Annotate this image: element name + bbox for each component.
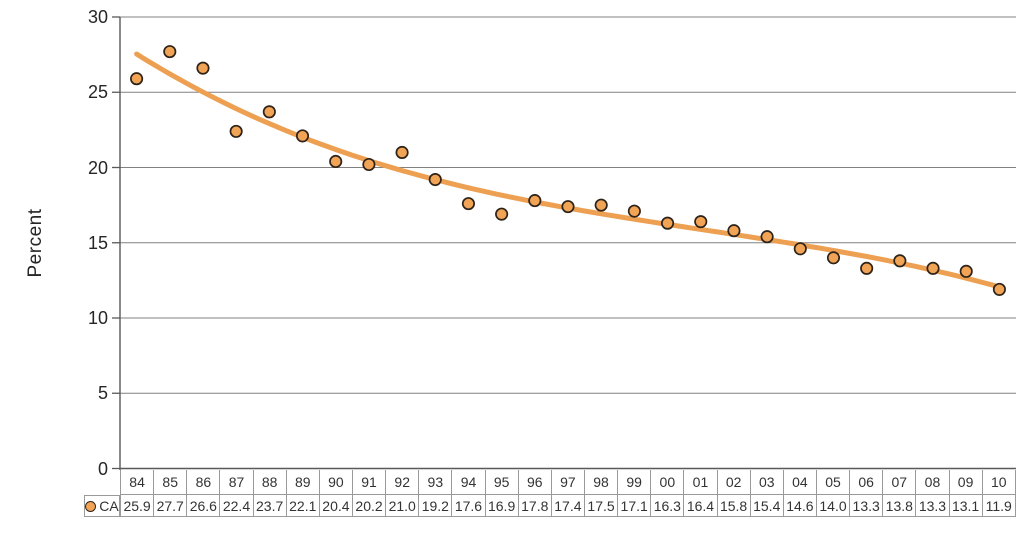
value-cell: 13.8 (882, 495, 915, 516)
x-axis-year-row: 84 85 86 87 88 89 90 91 92 93 94 95 96 97 98 99 00 01 02 03… (120, 470, 1016, 495)
data-point-marker (992, 282, 1006, 296)
data-point-marker (627, 204, 641, 218)
year-cell: 95 (484, 470, 518, 494)
data-point-marker (594, 198, 608, 212)
value-cell: 21.0 (385, 495, 418, 516)
value-cell: 14.0 (815, 495, 849, 516)
year-cell: 86 (186, 470, 219, 494)
y-tick-label: 5 (97, 383, 108, 404)
year-cell: 08 (915, 470, 948, 494)
data-point-marker (926, 261, 940, 275)
data-point-marker (959, 264, 973, 278)
value-cell: 17.8 (517, 495, 551, 516)
year-cell: 05 (815, 470, 849, 494)
data-point-marker (395, 145, 409, 159)
data-point-marker (295, 129, 310, 143)
value-cell: 25.9 (123, 497, 151, 514)
value-cell: 26.6 (186, 495, 219, 516)
value-cell: 22.1 (285, 495, 319, 516)
data-point-marker (860, 261, 874, 275)
year-cell: 04 (782, 470, 816, 494)
data-point-marker (461, 197, 475, 211)
y-tick-label: 30 (87, 7, 108, 27)
data-table-value-row: 25.9 27.7 26.6 22.4 23.7 22.1 20.4 20.2 21.0 19.2… (120, 495, 1016, 517)
year-cell: 92 (385, 470, 418, 494)
year-cell: 87 (219, 470, 252, 494)
year-cell: 01 (683, 470, 716, 494)
data-point-marker (893, 254, 907, 268)
series-marker-icon (85, 500, 97, 512)
data-point-marker (163, 45, 177, 59)
year-cell: 85 (153, 470, 186, 494)
value-cell: 16.4 (683, 495, 716, 516)
value-cell: 15.8 (716, 495, 750, 516)
year-cell: 90 (318, 470, 352, 494)
data-point-marker (130, 72, 144, 86)
data-point-marker (727, 224, 741, 238)
year-cell: 91 (351, 470, 385, 494)
y-tick-label: 15 (87, 232, 108, 253)
legend-label: CA (99, 498, 119, 514)
data-point-marker (428, 172, 442, 187)
value-cell: 17.5 (583, 495, 617, 516)
y-tick-label: 0 (97, 458, 108, 479)
year-cell: 88 (252, 470, 286, 494)
value-cell: 22.4 (219, 495, 252, 516)
value-cell: 17.6 (451, 495, 484, 516)
value-cell: 17.4 (550, 495, 584, 516)
value-cell: 17.1 (617, 495, 650, 516)
data-point-marker (661, 216, 675, 230)
year-cell: 93 (418, 470, 451, 494)
year-cell: 06 (849, 470, 882, 494)
data-point-marker (528, 194, 542, 208)
value-cell: 16.3 (650, 495, 683, 516)
year-cell: 94 (451, 470, 484, 494)
y-tick-label: 20 (87, 157, 108, 178)
value-cell: 20.2 (351, 495, 385, 516)
data-point-marker (694, 215, 708, 229)
value-cell: 15.4 (749, 495, 783, 516)
year-cell: 84 (129, 474, 145, 490)
trendline-curve (134, 51, 1002, 290)
value-cell: 23.7 (252, 495, 286, 516)
data-point-marker (793, 242, 807, 256)
data-point-marker (495, 207, 509, 221)
year-cell: 03 (749, 470, 783, 494)
value-cell: 16.9 (484, 495, 518, 516)
data-point-marker (329, 154, 343, 169)
year-cell: 07 (882, 470, 915, 494)
value-cell: 14.6 (782, 495, 816, 516)
data-point-marker (262, 105, 276, 119)
value-cell: 13.3 (849, 495, 882, 516)
year-cell: 10 (981, 470, 1015, 494)
data-point-marker (561, 200, 575, 214)
y-tick-label: 25 (87, 82, 108, 103)
data-point-marker (196, 61, 210, 75)
year-cell: 02 (716, 470, 750, 494)
year-cell: 99 (617, 470, 650, 494)
year-cell: 97 (550, 470, 584, 494)
y-tick-label: 10 (87, 308, 108, 328)
value-cell: 13.3 (915, 495, 948, 516)
value-cell: 27.7 (153, 495, 186, 516)
year-cell: 89 (285, 470, 319, 494)
data-point-marker (760, 230, 774, 244)
value-cell: 19.2 (418, 495, 451, 516)
value-cell: 13.1 (948, 495, 982, 516)
year-cell: 09 (948, 470, 982, 494)
value-cell: 20.4 (318, 495, 352, 516)
legend-key: CA (84, 495, 120, 517)
year-cell: 98 (583, 470, 617, 494)
data-point-marker (826, 251, 841, 265)
value-cell: 11.9 (981, 495, 1015, 516)
data-point-marker (362, 157, 376, 172)
data-point-marker (229, 124, 243, 138)
year-cell: 96 (517, 470, 551, 494)
year-cell: 00 (650, 470, 683, 494)
